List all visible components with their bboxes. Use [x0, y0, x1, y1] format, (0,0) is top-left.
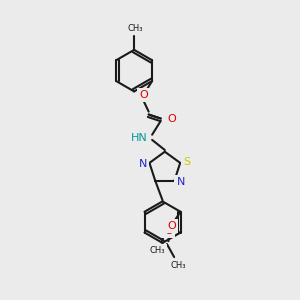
Text: CH₃: CH₃: [128, 24, 143, 33]
Text: O: O: [167, 221, 176, 231]
Text: N: N: [139, 159, 147, 169]
Text: N: N: [176, 177, 185, 187]
Text: O: O: [167, 113, 176, 124]
Text: O: O: [164, 226, 173, 236]
Text: S: S: [183, 157, 190, 167]
Text: CH₃: CH₃: [149, 247, 165, 256]
Text: HN: HN: [131, 133, 148, 142]
Text: O: O: [139, 90, 148, 100]
Text: CH₃: CH₃: [171, 261, 186, 270]
